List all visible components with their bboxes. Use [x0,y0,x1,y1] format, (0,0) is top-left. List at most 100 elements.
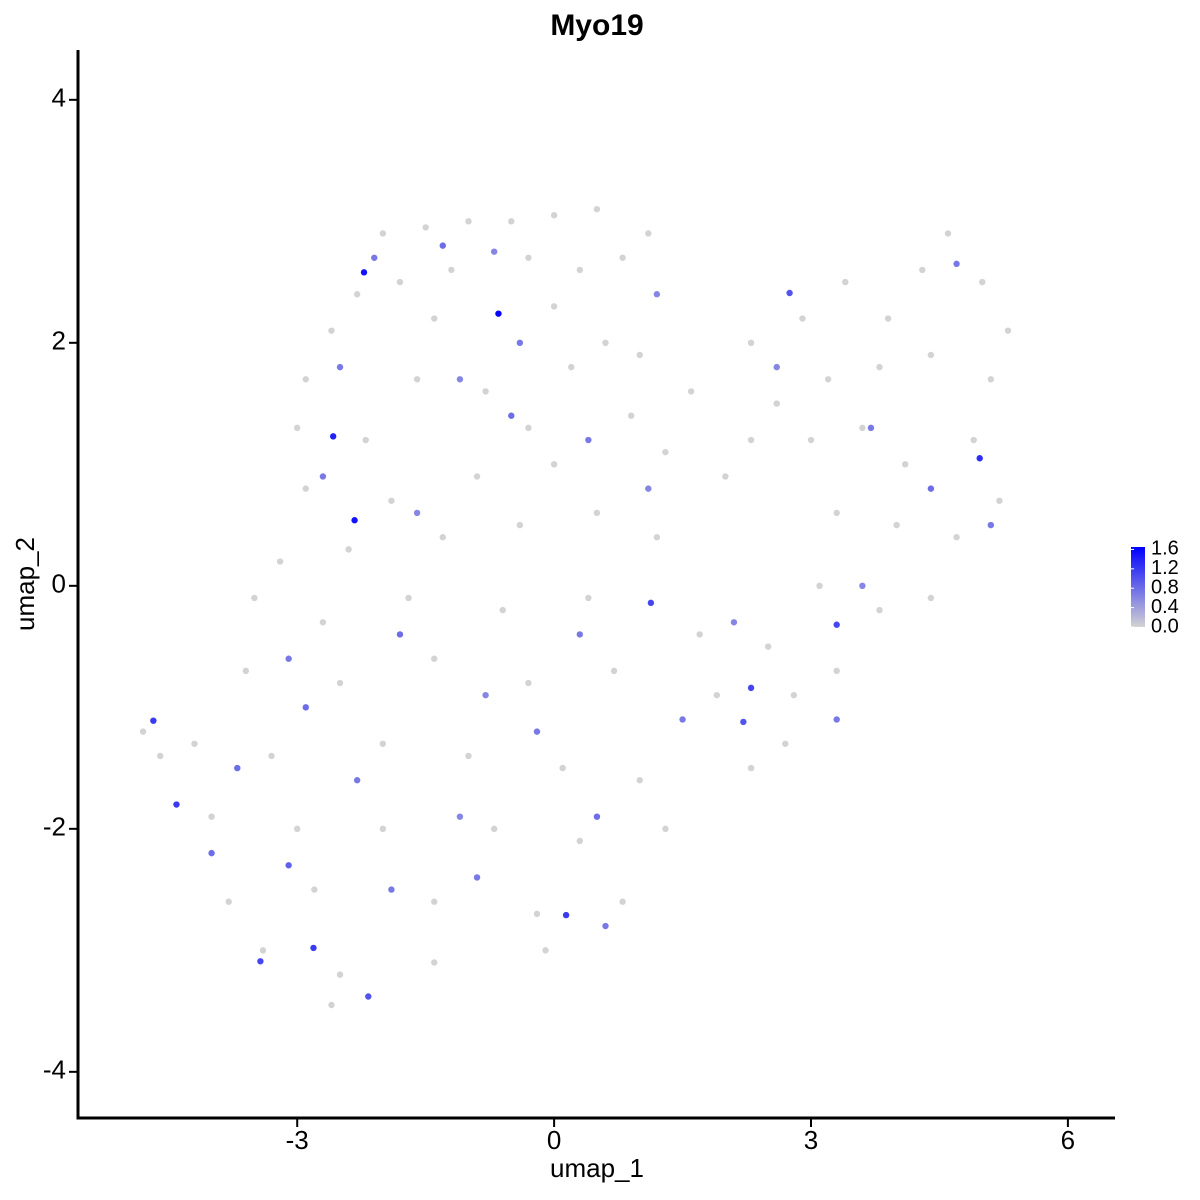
point [790,691,798,699]
point [550,212,558,219]
point [619,254,626,261]
point [662,448,669,456]
point [927,485,935,492]
point [884,315,892,322]
y-axis-label: umap_2 [10,537,40,631]
point [919,266,926,274]
point [495,310,502,317]
point [336,971,344,978]
point [987,376,995,383]
point [285,655,292,662]
point [276,558,284,565]
point [150,717,157,724]
point [653,534,661,541]
point [371,254,378,261]
point [242,667,250,675]
point [562,911,570,919]
point [465,218,472,225]
point [713,691,721,699]
point [456,376,464,383]
point [473,874,481,881]
point [294,825,301,833]
point [360,269,368,276]
point [379,825,387,833]
point [647,599,655,607]
point [379,230,387,237]
point [902,461,909,468]
point [602,339,609,347]
colorbar-label: 0.4 [1151,596,1179,618]
point [533,728,541,735]
point [593,205,601,213]
point [396,631,404,638]
point [696,631,703,638]
point [353,777,361,784]
point [473,473,481,480]
point [636,351,643,359]
point [568,363,575,371]
point [328,1001,335,1009]
colorbar-label: 1.6 [1151,538,1179,560]
point [786,289,793,297]
point [422,224,429,231]
point [645,230,652,237]
point [996,497,1003,504]
point [876,363,883,371]
point [576,837,584,845]
point [405,594,412,602]
point [225,898,232,905]
point [747,436,755,444]
y-tick-label: 0 [52,569,66,599]
point [610,667,618,675]
point [747,764,755,772]
point [191,740,198,747]
point [799,315,806,322]
point [379,740,387,747]
point [602,922,609,930]
point [550,461,558,468]
point [970,436,977,444]
point [876,606,883,614]
point [482,388,489,395]
point [285,862,292,869]
point [842,278,849,286]
x-tick-label: 3 [804,1125,818,1155]
point [833,509,840,517]
point [157,752,164,760]
point [542,947,549,954]
point [365,993,372,1000]
point [396,278,404,286]
point [319,619,327,626]
point [944,230,952,237]
y-tick-label: 2 [52,326,66,356]
point [319,473,327,480]
point [525,254,532,261]
point [251,594,258,602]
x-tick-label: 6 [1061,1125,1075,1155]
point [627,412,635,419]
point [636,777,643,784]
point [833,716,840,723]
point [816,582,823,590]
point [645,485,652,492]
point [833,621,840,628]
point [953,534,960,541]
point [336,679,344,687]
point [456,813,464,820]
point [740,718,747,726]
point [431,655,438,662]
point [525,679,532,687]
point [773,400,780,407]
point [139,728,147,735]
point [859,582,866,590]
point [413,376,421,383]
point [345,546,352,553]
point [516,521,524,529]
point [593,813,601,820]
point [362,436,369,444]
point [388,886,395,893]
point [336,363,344,371]
point [508,218,515,225]
point [302,704,309,711]
point [764,643,772,650]
